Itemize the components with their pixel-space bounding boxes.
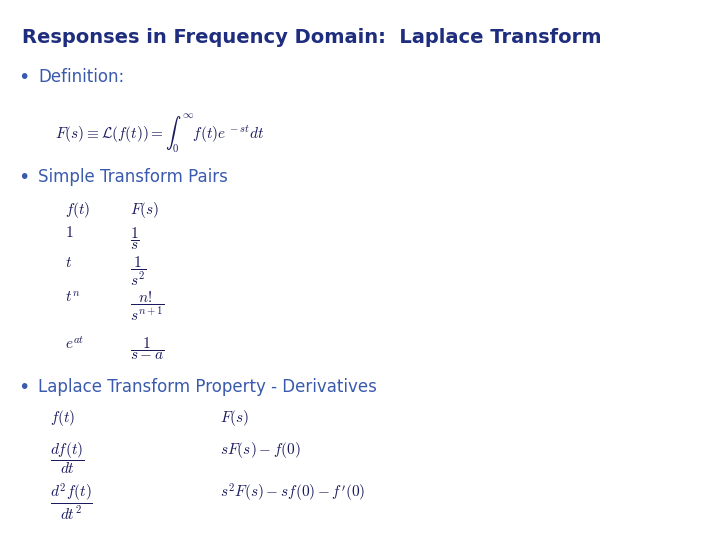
- Text: •: •: [18, 168, 30, 187]
- Text: $e^{at}$: $e^{at}$: [65, 335, 84, 352]
- Text: $t^n$: $t^n$: [65, 290, 81, 305]
- Text: $\dfrac{df(t)}{dt}$: $\dfrac{df(t)}{dt}$: [50, 440, 85, 476]
- Text: $f(t)$: $f(t)$: [65, 200, 91, 220]
- Text: $\dfrac{1}{s}$: $\dfrac{1}{s}$: [130, 225, 140, 252]
- Text: $F(s)$: $F(s)$: [220, 408, 249, 428]
- Text: $1$: $1$: [65, 225, 73, 240]
- Text: $\dfrac{d^2f(t)}{dt^2}$: $\dfrac{d^2f(t)}{dt^2}$: [50, 482, 93, 523]
- Text: $t$: $t$: [65, 255, 72, 270]
- Text: $F(s)$: $F(s)$: [130, 200, 159, 220]
- Text: $\dfrac{n!}{s^{n+1}}$: $\dfrac{n!}{s^{n+1}}$: [130, 290, 165, 323]
- Text: $F(s) \equiv \mathcal{L}(f(t)) = \int_0^{\infty} f(t)e^{\,-st}dt$: $F(s) \equiv \mathcal{L}(f(t)) = \int_0^…: [55, 112, 264, 155]
- Text: $s^2F(s) - sf(0) - f'(0)$: $s^2F(s) - sf(0) - f'(0)$: [220, 482, 365, 504]
- Text: $sF(s) - f(0)$: $sF(s) - f(0)$: [220, 440, 301, 460]
- Text: $\dfrac{1}{s^2}$: $\dfrac{1}{s^2}$: [130, 255, 146, 288]
- Text: Laplace Transform Property - Derivatives: Laplace Transform Property - Derivatives: [38, 378, 377, 396]
- Text: $\dfrac{1}{s-a}$: $\dfrac{1}{s-a}$: [130, 335, 164, 362]
- Text: •: •: [18, 68, 30, 87]
- Text: •: •: [18, 378, 30, 397]
- Text: Definition:: Definition:: [38, 68, 125, 86]
- Text: Responses in Frequency Domain:  Laplace Transform: Responses in Frequency Domain: Laplace T…: [22, 28, 601, 47]
- Text: $f(t)$: $f(t)$: [50, 408, 76, 428]
- Text: Simple Transform Pairs: Simple Transform Pairs: [38, 168, 228, 186]
